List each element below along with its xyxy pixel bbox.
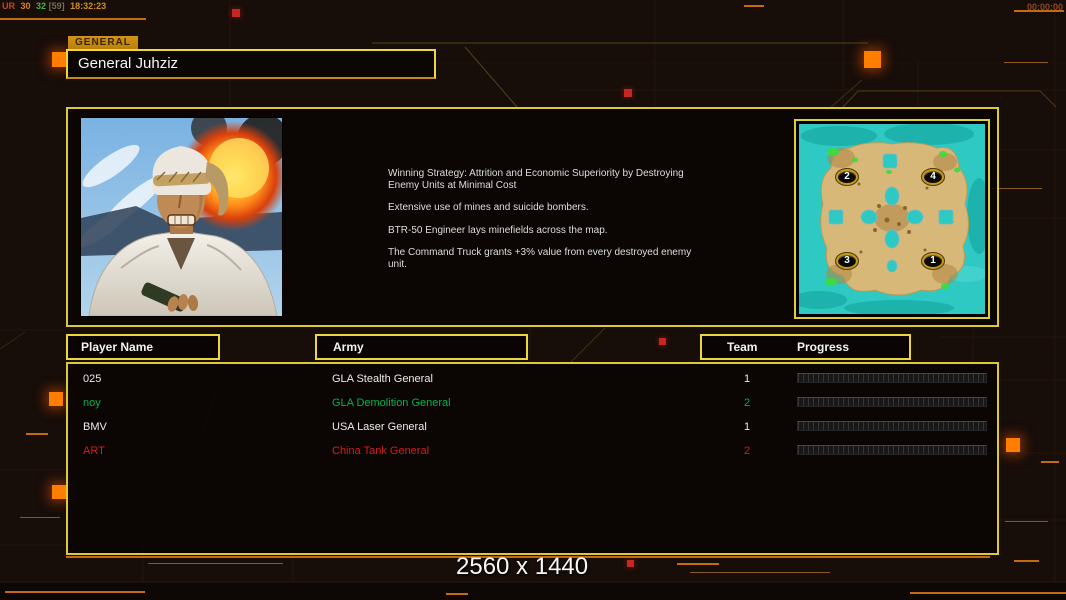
strategy-briefing: Winning Strategy: Attrition and Economic… xyxy=(388,168,728,281)
stats-part: UR xyxy=(2,1,15,11)
player-name: ART xyxy=(83,445,105,457)
general-name: General Juhziz xyxy=(78,55,179,72)
deco-line xyxy=(690,572,830,573)
deco-glow-square xyxy=(864,51,881,68)
player-name: 025 xyxy=(83,373,102,385)
deco-line xyxy=(677,563,719,565)
player-army: GLA Stealth General xyxy=(332,373,433,385)
deco-red-square xyxy=(624,89,632,97)
column-header-progress: Progress xyxy=(797,340,850,354)
player-row: BMV USA Laser General 1 xyxy=(68,416,997,440)
deco-glow-square xyxy=(52,52,67,67)
deco-line xyxy=(1014,560,1039,562)
player-team: 2 xyxy=(743,445,751,457)
debug-stats-readout: UR 30 32 [59] 18:32:23 xyxy=(2,1,106,11)
deco-glow-square xyxy=(49,392,63,406)
general-portrait xyxy=(78,110,289,317)
deco-red-square xyxy=(232,9,240,17)
map-start-position: 2 xyxy=(836,169,858,185)
deco-line xyxy=(446,593,468,595)
resolution-label: 2560 x 1440 xyxy=(456,553,589,580)
general-name-box: General Juhziz xyxy=(66,49,436,79)
deco-red-square xyxy=(659,338,666,345)
player-name: noy xyxy=(83,397,101,409)
briefing-paragraph: BTR-50 Engineer lays minefields across t… xyxy=(388,224,608,236)
stats-part: 30 xyxy=(20,1,31,11)
player-army: USA Laser General xyxy=(332,421,427,433)
player-row: noy GLA Demolition General 2 xyxy=(68,392,997,416)
briefing-panel: Winning Strategy: Attrition and Economic… xyxy=(66,107,999,327)
deco-line xyxy=(1004,62,1048,63)
deco-line xyxy=(148,563,283,564)
briefing-paragraph: Winning Strategy: Attrition and Economic… xyxy=(388,168,684,191)
player-list-panel: 025 GLA Stealth General 1 noy GLA Demoli… xyxy=(66,362,999,555)
map-start-position: 4 xyxy=(922,169,944,185)
player-progress-bar xyxy=(797,397,987,407)
player-army: GLA Demolition General xyxy=(332,397,451,409)
deco-line xyxy=(1014,10,1064,12)
stats-part: [59] xyxy=(48,1,65,11)
player-team: 1 xyxy=(743,373,751,385)
general-tab-label: GENERAL xyxy=(68,36,138,50)
player-name: BMV xyxy=(83,421,107,433)
deco-line xyxy=(1005,521,1048,522)
deco-line xyxy=(20,517,60,518)
stats-part: 32 xyxy=(36,1,47,11)
column-header-team: Team xyxy=(727,340,758,354)
column-header-army: Army xyxy=(315,334,528,360)
player-army: China Tank General xyxy=(332,445,430,457)
player-progress-bar xyxy=(797,445,987,455)
match-timer: 00:00:00 xyxy=(1026,2,1063,12)
briefing-paragraph: The Command Truck grants +3% value from … xyxy=(388,247,692,270)
deco-glow-square xyxy=(1006,438,1020,452)
stats-part: 18:32:23 xyxy=(70,1,107,11)
player-team: 1 xyxy=(743,421,751,433)
player-team: 2 xyxy=(743,397,751,409)
map-preview: 2 4 3 1 xyxy=(791,119,991,319)
deco-line xyxy=(744,5,764,7)
deco-line xyxy=(1041,461,1059,463)
map-start-position: 3 xyxy=(836,253,858,269)
column-header-player-name: Player Name xyxy=(66,334,220,360)
map-preview-image xyxy=(791,123,991,316)
deco-line xyxy=(66,556,990,558)
player-progress-bar xyxy=(797,373,987,383)
deco-line xyxy=(26,433,48,435)
deco-red-square xyxy=(627,560,634,567)
briefing-paragraph: Extensive use of mines and suicide bombe… xyxy=(388,202,589,213)
deco-line xyxy=(5,591,145,593)
column-header-team-progress: Team Progress xyxy=(700,334,911,360)
deco-line xyxy=(0,18,146,20)
deco-line xyxy=(910,592,1066,594)
map-start-position: 1 xyxy=(922,253,944,269)
player-row: 025 GLA Stealth General 1 xyxy=(68,368,997,392)
player-progress-bar xyxy=(797,421,987,431)
deco-glow-square xyxy=(52,485,66,499)
player-row: ART China Tank General 2 xyxy=(68,440,997,464)
